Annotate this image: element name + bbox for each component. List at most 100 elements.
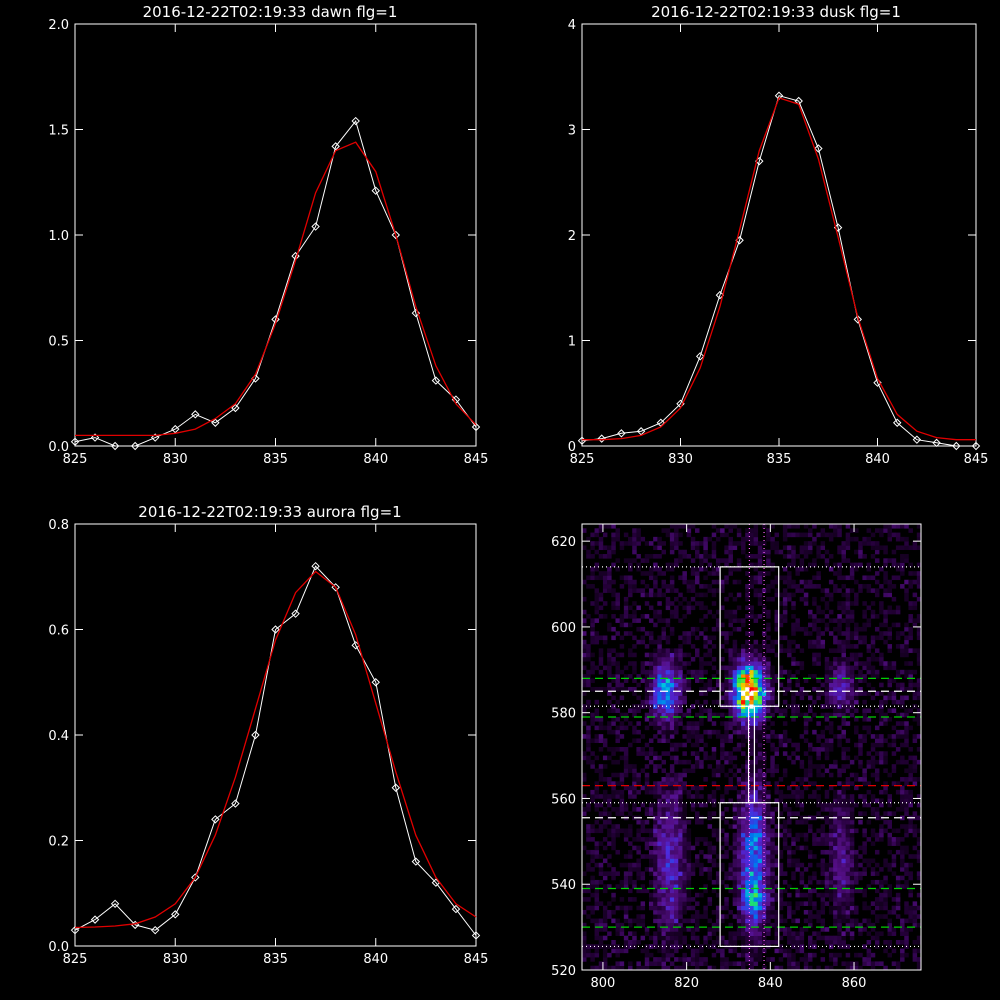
heatmap-cell	[841, 669, 846, 675]
heatmap-cell	[820, 618, 826, 623]
heatmap-cell	[828, 884, 834, 889]
heatmap-cell	[824, 592, 830, 598]
heatmap-cell	[611, 605, 616, 611]
heatmap-cell	[619, 622, 625, 628]
heatmap-cell	[732, 691, 738, 696]
heatmap-cell	[791, 858, 796, 864]
heatmap-cell	[849, 828, 855, 834]
heatmap-cell	[741, 927, 746, 932]
heatmap-cell	[845, 794, 851, 799]
heatmap-cell	[887, 862, 893, 868]
heatmap-cell	[653, 661, 658, 666]
heatmap-cell	[669, 961, 675, 967]
heatmap-cell	[908, 528, 913, 533]
heatmap-cell	[766, 682, 771, 688]
heatmap-cell	[808, 794, 813, 799]
heatmap-cell	[879, 704, 884, 709]
heatmap-cell	[657, 802, 662, 808]
heatmap-cell	[653, 656, 658, 662]
heatmap-cell	[858, 541, 863, 546]
heatmap-cell	[678, 575, 683, 581]
heatmap-cell	[745, 528, 750, 533]
heatmap-cell	[728, 699, 733, 705]
heatmap-cell	[916, 631, 922, 636]
heatmap-cell	[682, 879, 687, 885]
heatmap-cell	[720, 961, 725, 967]
heatmap-cell	[879, 742, 884, 748]
heatmap-cell	[699, 691, 704, 696]
heatmap-cell	[632, 541, 637, 546]
heatmap-cell	[845, 871, 851, 876]
heatmap-cell	[787, 828, 792, 834]
heatmap-cell	[640, 854, 646, 859]
heatmap-cell	[849, 588, 855, 593]
heatmap-cell	[845, 884, 851, 889]
heatmap-cell	[887, 682, 893, 688]
heatmap-cell	[598, 918, 604, 924]
heatmap-cell	[870, 764, 876, 769]
heatmap-cell	[845, 931, 851, 936]
heatmap-cell	[808, 528, 813, 533]
heatmap-cell	[594, 944, 600, 949]
heatmap-cell	[695, 545, 700, 551]
heatmap-cell	[678, 939, 683, 945]
heatmap-cell	[711, 665, 717, 671]
heatmap-cell	[912, 777, 918, 782]
heatmap-cell	[661, 862, 667, 868]
heatmap-cell	[753, 734, 759, 739]
x-tick-label: 845	[464, 952, 489, 967]
heatmap-cell	[753, 742, 759, 748]
heatmap-cell	[774, 734, 780, 739]
heatmap-cell	[669, 566, 675, 572]
heatmap-cell	[653, 871, 658, 876]
heatmap-cell	[707, 712, 713, 718]
heatmap-cell	[665, 751, 671, 756]
heatmap-cell	[590, 909, 595, 915]
heatmap-cell	[607, 665, 612, 671]
heatmap-cell	[887, 558, 893, 563]
heatmap-cell	[607, 669, 612, 675]
heatmap-cell	[833, 691, 838, 696]
heatmap-cell	[833, 935, 838, 941]
heatmap-cell	[724, 905, 729, 911]
heatmap-cell	[736, 922, 742, 928]
heatmap-cell	[661, 789, 667, 795]
heatmap-cell	[732, 901, 738, 906]
heatmap-cell	[900, 686, 905, 692]
heatmap-cell	[674, 686, 679, 692]
heatmap-cell	[833, 648, 838, 653]
heatmap-cell	[753, 905, 759, 911]
heatmap-cell	[900, 875, 905, 881]
heatmap-cell	[724, 939, 729, 945]
heatmap-cell	[607, 554, 612, 559]
heatmap-cell	[841, 931, 846, 936]
heatmap-cell	[707, 854, 713, 859]
heatmap-cell	[816, 909, 821, 915]
heatmap-cell	[753, 922, 759, 928]
heatmap-cell	[703, 541, 708, 546]
heatmap-cell	[732, 524, 738, 529]
heatmap-cell	[741, 772, 746, 778]
heatmap-cell	[602, 584, 608, 589]
heatmap-cell	[690, 764, 696, 769]
heatmap-cell	[757, 755, 763, 761]
heatmap-cell	[761, 922, 767, 928]
heatmap-cell	[858, 669, 863, 675]
heatmap-cell	[841, 768, 846, 774]
heatmap-cell	[640, 871, 646, 876]
heatmap-cell	[590, 545, 595, 551]
heatmap-cell	[636, 639, 641, 645]
heatmap-cell	[703, 802, 708, 808]
heatmap-cell	[782, 635, 788, 641]
y-tick-label: 0.0	[48, 940, 69, 955]
heatmap-cell	[657, 819, 662, 825]
heatmap-cell	[711, 729, 717, 735]
heatmap-cell	[828, 699, 834, 705]
heatmap-cell	[862, 536, 867, 542]
heatmap-cell	[644, 554, 650, 559]
heatmap-cell	[745, 686, 750, 692]
heatmap-cell	[623, 914, 629, 919]
heatmap-cell	[778, 575, 784, 581]
heatmap-cell	[728, 961, 733, 967]
heatmap-cell	[782, 768, 788, 774]
